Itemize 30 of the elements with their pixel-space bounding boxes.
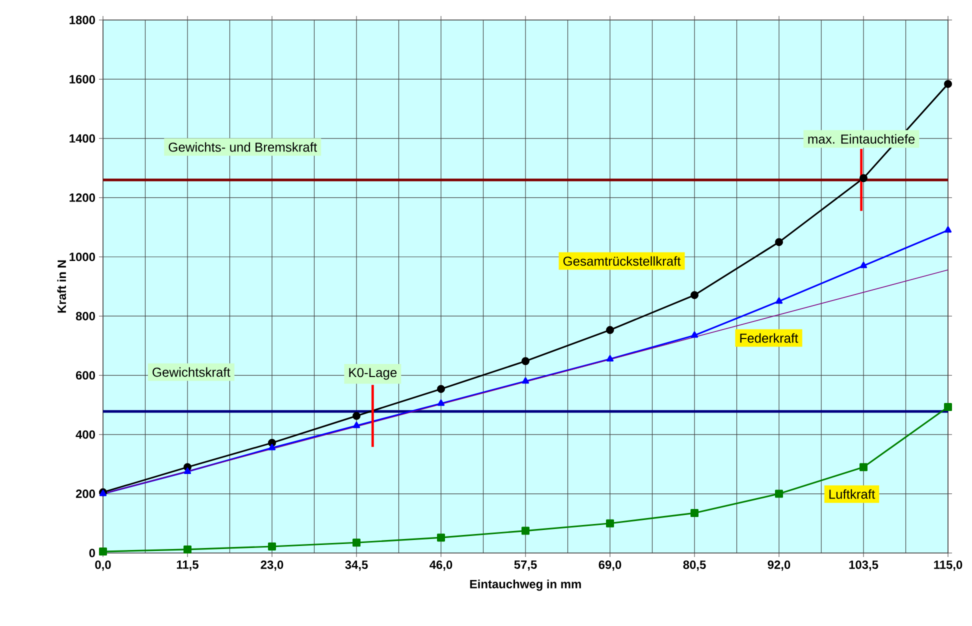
- y-tick-label: 800: [76, 312, 95, 320]
- y-tick-label: 1200: [70, 193, 95, 202]
- ref-line-label: Gewichtskraft: [152, 367, 230, 377]
- x-tick-label: 23,0: [260, 560, 284, 571]
- annotation: K0-Lage: [349, 368, 397, 380]
- ref-line-label: Gewichts- und Bremskraft: [168, 142, 317, 152]
- x-tick-label: 46,0: [430, 560, 452, 571]
- x-tick-label: 11,5: [176, 560, 198, 571]
- y-tick-label: 1000: [70, 252, 95, 262]
- x-tick-label: 0,0: [95, 560, 111, 571]
- x-tick-label: 115,0: [934, 560, 962, 571]
- y-tick-label: 400: [76, 430, 95, 439]
- y-tick-label: 1800: [70, 16, 95, 24]
- series-label: Federkraft: [740, 333, 798, 343]
- y-tick-label: 1400: [70, 134, 95, 143]
- y-tick-label: 0: [89, 548, 95, 558]
- y-axis-title: Kraft in N: [57, 260, 66, 313]
- x-tick-label: 103,5: [849, 560, 878, 571]
- y-tick-label: 1600: [70, 74, 95, 84]
- text: Gesamtrückstellkraft: [563, 256, 681, 266]
- y-tick-label: 600: [76, 371, 95, 380]
- series-label: Luftkraft: [829, 489, 876, 499]
- y-tick-label: 200: [76, 490, 95, 498]
- x-tick-label: 92,0: [768, 560, 790, 571]
- x-tick-label: 57,5: [514, 560, 537, 571]
- x-tick-label: 80,5: [683, 560, 706, 571]
- x-axis-title: Eintauchweg in mm: [470, 580, 581, 591]
- x-tick-label: 34,5: [345, 560, 368, 571]
- annotation: max. Eintauchtiefe: [808, 134, 915, 144]
- x-tick-label: 69,0: [598, 560, 622, 571]
